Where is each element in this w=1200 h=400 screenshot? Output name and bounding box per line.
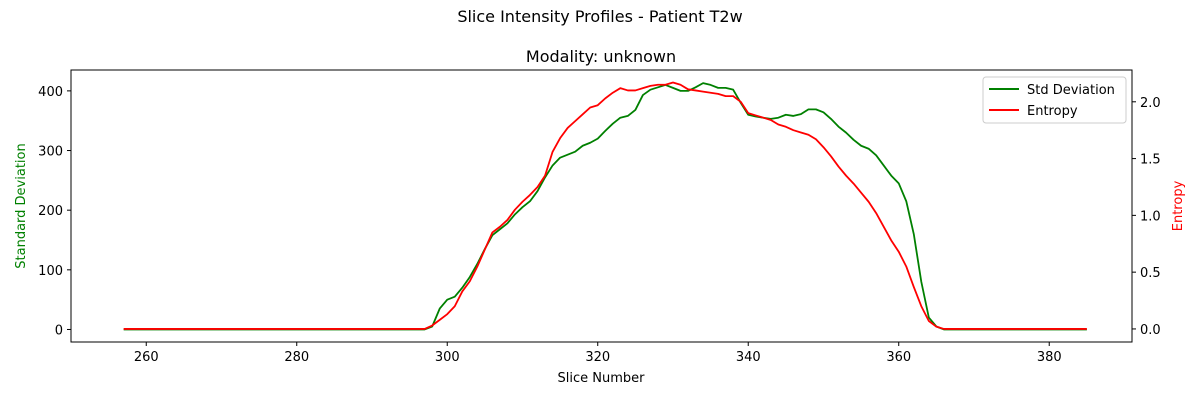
y-tick-label-right: 2.0 [1140,96,1161,111]
x-tick-label: 340 [736,350,761,365]
x-tick-label: 320 [585,350,610,365]
series-line-std-deviation [123,82,1087,331]
x-axis-label: Slice Number [558,371,646,386]
y-tick-label-left: 400 [38,85,63,100]
plot-frame [70,69,1133,343]
y-tick-label-right: 0.0 [1140,323,1161,338]
legend-label-entropy: Entropy [1027,104,1078,119]
series-line-entropy [123,81,1087,330]
x-tick-label: 360 [886,350,911,365]
y-tick-label-right: 1.5 [1140,153,1161,168]
y-axis-label-left: Standard Deviation [14,143,29,268]
axes-layer: 260 280 300 320 340 360 380 0 100 200 300 400 0.0 0.5… [38,85,1161,365]
y-axis-label-right: Entropy [1171,180,1186,231]
y-tick-label-right: 0.5 [1140,266,1161,281]
legend: Std Deviation Entropy [982,76,1127,124]
y-tick-label-left: 200 [38,204,63,219]
legend-label-std-deviation: Std Deviation [1027,83,1115,98]
x-tick-label: 300 [435,350,460,365]
x-tick-label: 280 [284,350,309,365]
x-tick-label: 260 [134,350,159,365]
y-tick-label-left: 300 [38,145,63,160]
x-tick-label: 380 [1037,350,1062,365]
chart-suptitle: Slice Intensity Profiles - Patient T2w [457,7,742,26]
y-tick-label-left: 100 [38,264,63,279]
chart-title: Modality: unknown [526,47,676,66]
y-tick-label-right: 1.0 [1140,209,1161,224]
series-layer [123,81,1087,331]
y-tick-label-left: 0 [55,323,63,338]
